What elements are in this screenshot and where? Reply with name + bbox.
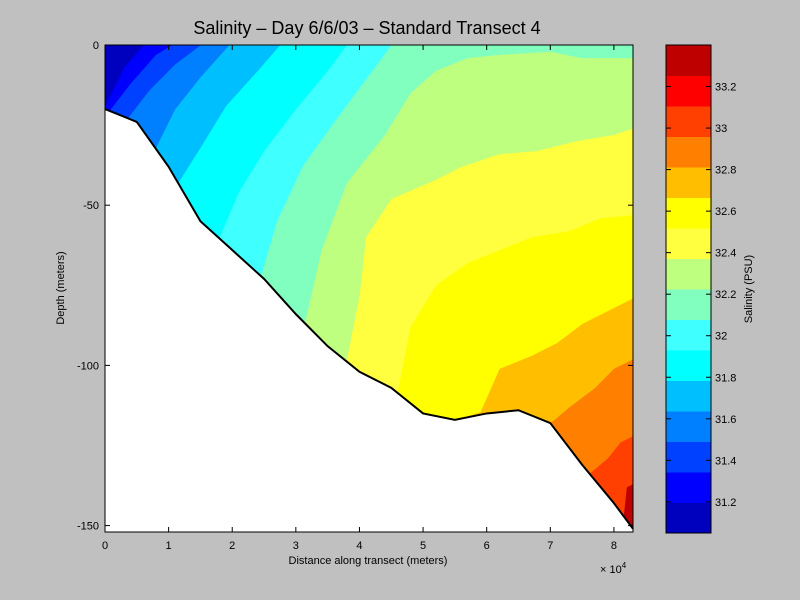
colorbar: 31.2 31.4 31.6 31.8 32 32.2 32.4 32.6 32.8 33 33.2	[665, 44, 736, 534]
x-tick-label: 7	[547, 540, 553, 552]
chart-title: Salinity – Day 6/6/03 – Standard Transec…	[193, 18, 540, 38]
colorbar-band	[666, 472, 711, 503]
colorbar-tick-label: 31.4	[715, 455, 736, 467]
colorbar-band	[666, 228, 711, 259]
colorbar-tick-label: 32.4	[715, 248, 736, 260]
y-axis-label: Depth (meters)	[55, 251, 67, 324]
y-tick-label: -100	[77, 360, 99, 372]
colorbar-tick-label: 32.6	[715, 206, 736, 218]
colorbar-bands	[666, 45, 711, 534]
bottom-profile-line	[104, 108, 634, 530]
x-tick-label: 6	[484, 540, 490, 552]
y-tick-label: -50	[83, 200, 99, 212]
colorbar-label: Salinity (PSU)	[743, 255, 755, 323]
salinity-band	[105, 45, 144, 532]
colorbar-frame	[665, 44, 712, 534]
x-tick-label: 8	[611, 540, 617, 552]
colorbar-band	[666, 441, 711, 473]
colorbar-band	[666, 350, 711, 381]
x-multiplier: × 104	[600, 561, 627, 576]
colorbar-band	[666, 258, 711, 290]
colorbar-band	[666, 197, 711, 229]
x-tick-label: 0	[102, 540, 108, 552]
colorbar-band	[666, 136, 711, 168]
x-tick-label: 2	[229, 540, 235, 552]
colorbar-band	[666, 289, 711, 320]
x-tick-label: 3	[293, 540, 299, 552]
colorbar-band	[666, 319, 711, 351]
colorbar-band	[666, 167, 711, 198]
plot-frame	[104, 44, 634, 533]
plot-area: 0 1 2 3 4 5 6 7 8 0 -50 -100 -150	[77, 40, 634, 552]
y-tick-label: 0	[93, 40, 99, 52]
x-axis-label: Distance along transect (meters)	[289, 555, 448, 567]
colorbar-tick-label: 31.6	[715, 414, 736, 426]
salinity-band	[105, 45, 173, 532]
x-tick-label: 4	[356, 540, 362, 552]
colorbar-tick-label: 33.2	[715, 82, 736, 94]
colorbar-ticks: 31.2 31.4 31.6 31.8 32 32.2 32.4 32.6 32.8 33 33.2	[666, 82, 736, 509]
y-tick-label: -150	[77, 521, 99, 533]
colorbar-band	[666, 502, 711, 534]
colorbar-band	[666, 411, 711, 442]
colorbar-band	[666, 45, 711, 76]
colorbar-band	[666, 75, 711, 107]
colorbar-tick-label: 32	[715, 331, 727, 343]
x-tick-label: 5	[420, 540, 426, 552]
colorbar-tick-label: 31.2	[715, 497, 736, 509]
x-tick-label: 1	[166, 540, 172, 552]
colorbar-band	[666, 380, 711, 412]
x-axis: 0 1 2 3 4 5 6 7 8	[102, 45, 617, 552]
seabed-mask	[105, 109, 633, 532]
colorbar-tick-label: 33	[715, 123, 727, 135]
colorbar-tick-label: 32.2	[715, 289, 736, 301]
colorbar-band	[666, 106, 711, 137]
colorbar-tick-label: 31.8	[715, 372, 736, 384]
y-axis: 0 -50 -100 -150	[77, 40, 633, 533]
colorbar-tick-label: 32.8	[715, 165, 736, 177]
